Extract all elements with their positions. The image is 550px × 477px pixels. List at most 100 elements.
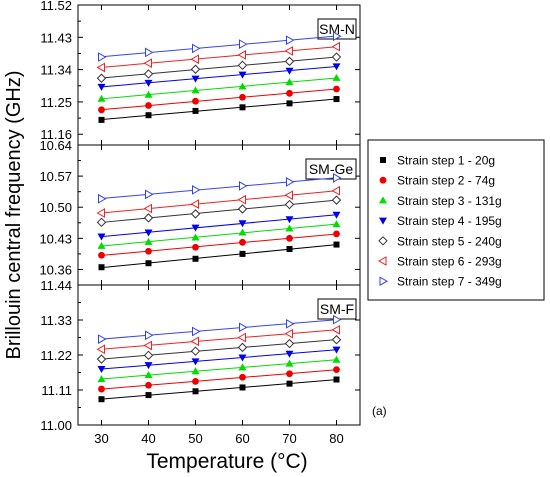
data-point bbox=[286, 177, 295, 187]
data-point bbox=[333, 366, 340, 374]
chart-panels: 11.1611.2511.3411.4311.52SM-N10.3610.431… bbox=[39, 0, 361, 433]
fit-line bbox=[101, 98, 337, 121]
data-point bbox=[96, 208, 105, 218]
data-point bbox=[333, 376, 340, 383]
data-point bbox=[238, 363, 247, 371]
data-point bbox=[144, 79, 153, 87]
data-point bbox=[144, 237, 153, 245]
data-point bbox=[284, 190, 293, 201]
data-point bbox=[333, 314, 342, 325]
fit-line bbox=[101, 339, 337, 360]
y-tick-label: 11.44 bbox=[40, 278, 72, 293]
legend-label: Strain step 1 - 20g bbox=[397, 154, 495, 168]
data-point bbox=[98, 385, 105, 393]
data-point bbox=[286, 370, 293, 378]
y-tick-label: 10.64 bbox=[39, 138, 72, 153]
series-5 bbox=[96, 52, 342, 83]
x-axis-label: Temperature (°C) bbox=[146, 450, 307, 473]
fit-line bbox=[101, 223, 337, 247]
data-point bbox=[331, 185, 340, 196]
data-point bbox=[332, 220, 341, 228]
series-6 bbox=[96, 185, 340, 218]
y-tick-label: 11.34 bbox=[40, 63, 72, 78]
data-point bbox=[286, 35, 295, 46]
fit-line bbox=[101, 379, 337, 400]
data-point bbox=[192, 43, 201, 54]
legend-label: Strain step 2 - 74g bbox=[397, 174, 495, 188]
data-point bbox=[192, 97, 199, 105]
data-point bbox=[237, 194, 246, 205]
y-tick-label: 10.43 bbox=[39, 231, 72, 246]
data-point bbox=[97, 366, 106, 373]
series-2 bbox=[98, 85, 340, 114]
fit-line bbox=[101, 65, 337, 88]
data-point bbox=[98, 251, 105, 259]
data-point bbox=[286, 380, 293, 387]
series-7 bbox=[98, 173, 342, 204]
legend-item: Strain step 7 - 349g bbox=[379, 275, 502, 289]
y-tick-label: 11.25 bbox=[40, 95, 72, 110]
fit-line bbox=[101, 349, 337, 370]
series-3 bbox=[97, 355, 341, 383]
data-point bbox=[237, 60, 248, 71]
data-point bbox=[238, 228, 247, 236]
fit-line bbox=[101, 319, 337, 340]
data-point bbox=[191, 75, 200, 83]
legend-label: Strain step 4 - 195g bbox=[397, 214, 502, 228]
data-point bbox=[145, 102, 152, 109]
data-point bbox=[239, 181, 248, 191]
data-point bbox=[237, 332, 246, 343]
data-point bbox=[332, 355, 341, 363]
data-point bbox=[191, 86, 200, 94]
y-tick-label: 10.36 bbox=[39, 262, 72, 277]
panel-sm-ge: 10.36 10.43 10.50 10.57 10.64 SM-Ge bbox=[39, 138, 361, 286]
legend-box bbox=[367, 139, 545, 301]
x-tick-label: 70 bbox=[282, 431, 296, 446]
data-point bbox=[285, 359, 294, 367]
x-tick-label: 60 bbox=[235, 431, 249, 446]
data-point bbox=[331, 52, 342, 62]
data-point bbox=[286, 246, 293, 252]
data-point bbox=[331, 325, 340, 335]
series-7 bbox=[98, 314, 342, 344]
panel-label-box bbox=[317, 18, 357, 40]
data-point bbox=[192, 388, 199, 395]
data-point bbox=[237, 50, 246, 60]
series-2 bbox=[98, 230, 340, 259]
data-point bbox=[96, 62, 105, 73]
data-point bbox=[143, 58, 152, 69]
data-point bbox=[239, 373, 246, 381]
data-point bbox=[98, 52, 107, 62]
x-tick-label: 40 bbox=[141, 431, 155, 446]
data-point bbox=[98, 264, 105, 271]
data-point bbox=[286, 89, 293, 97]
legend: Strain step 1 - 20g Strain step 2 - 74g St… bbox=[367, 139, 545, 301]
fit-line bbox=[101, 77, 337, 100]
data-point bbox=[143, 350, 154, 361]
data-point bbox=[98, 106, 105, 114]
data-point bbox=[144, 362, 153, 370]
data-point bbox=[333, 241, 340, 248]
data-point bbox=[145, 247, 152, 255]
fit-line bbox=[101, 244, 337, 269]
data-point bbox=[284, 328, 293, 339]
data-point bbox=[239, 250, 246, 257]
series-5 bbox=[96, 335, 342, 364]
data-point bbox=[285, 67, 294, 75]
fit-line bbox=[101, 88, 337, 111]
series-2 bbox=[98, 366, 340, 393]
y-tick-label: 11.43 bbox=[40, 30, 72, 45]
fit-line bbox=[101, 369, 337, 390]
data-point bbox=[145, 330, 154, 341]
data-point bbox=[191, 367, 200, 375]
data-point bbox=[144, 90, 153, 98]
data-point bbox=[96, 344, 105, 355]
series-4 bbox=[97, 211, 341, 241]
data-point bbox=[239, 104, 246, 111]
data-point bbox=[238, 82, 247, 90]
x-tick-label: 30 bbox=[94, 431, 108, 446]
data-point bbox=[239, 384, 246, 391]
data-point bbox=[192, 255, 199, 262]
fit-line bbox=[101, 56, 337, 79]
x-axis-ticks: 30 40 50 60 70 80 bbox=[94, 431, 343, 446]
